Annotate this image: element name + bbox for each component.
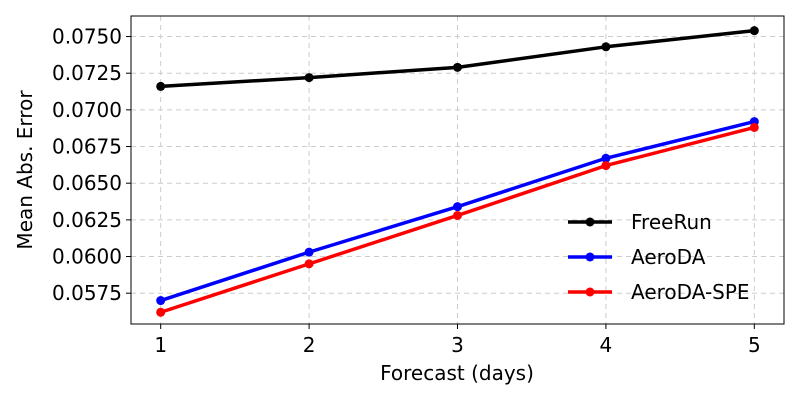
y-tick-label: 0.0650 [52, 171, 122, 195]
x-tick-label: 3 [451, 333, 464, 357]
y-tick-label: 0.0575 [52, 281, 122, 305]
data-point-aeroda [601, 153, 611, 163]
y-tick-label: 0.0750 [52, 25, 122, 49]
y-tick-label: 0.0725 [52, 61, 122, 85]
data-point-aeroda-spe [453, 210, 462, 220]
x-axis-label: Forecast (days) [380, 361, 534, 385]
data-point-aeroda-spe [749, 122, 759, 132]
series-layer [156, 26, 759, 317]
legend-marker-aeroda-spe [585, 287, 595, 297]
data-point-aeroda [156, 296, 166, 306]
data-point-freerun [453, 62, 462, 72]
data-point-freerun [156, 81, 166, 91]
data-point-aeroda [453, 202, 462, 212]
data-point-aeroda-spe [601, 161, 611, 171]
x-tick-label: 5 [748, 333, 761, 357]
x-tick-label: 4 [600, 333, 613, 357]
y-tick-label: 0.0675 [52, 135, 122, 159]
data-point-freerun [601, 42, 611, 52]
y-tick-label: 0.0600 [52, 245, 122, 269]
y-tick-label: 0.0625 [52, 208, 122, 232]
y-axis-label: Mean Abs. Error [13, 90, 37, 250]
legend: FreeRun AeroDA AeroDA-SPE [568, 210, 750, 304]
x-tick-label: 2 [303, 333, 316, 357]
legend-label-aeroda: AeroDA [631, 245, 706, 269]
y-tick-label: 0.0700 [52, 98, 122, 122]
data-point-aeroda-spe [156, 307, 166, 317]
legend-marker-aeroda [585, 252, 595, 262]
x-tick-label: 1 [154, 333, 167, 357]
legend-marker-freerun [585, 217, 595, 227]
y-axis-ticks: 0.0575 0.0600 0.0625 0.0650 0.0675 0.0700 0.07… [52, 25, 131, 305]
x-axis-ticks: 1 2 3 4 5 [154, 324, 761, 357]
data-point-freerun [304, 73, 314, 83]
data-point-aeroda [304, 247, 314, 257]
legend-label-aeroda-spe: AeroDA-SPE [631, 280, 750, 304]
data-point-freerun [749, 26, 759, 36]
legend-label-freerun: FreeRun [631, 210, 712, 234]
data-point-aeroda-spe [304, 259, 314, 269]
